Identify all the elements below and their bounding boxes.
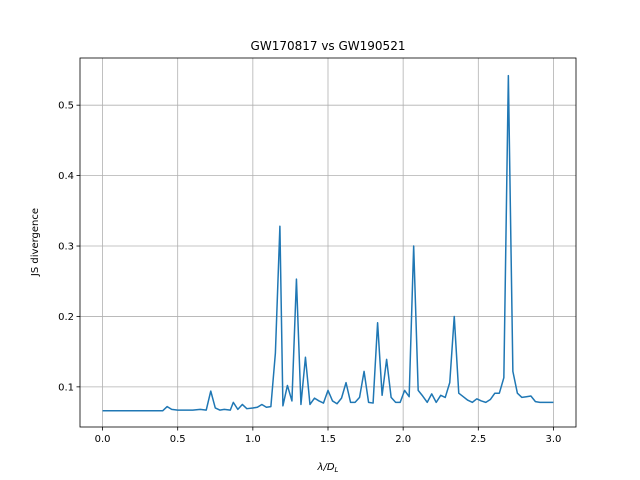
grid <box>80 58 576 427</box>
x-axis: 0.0 0.5 1.0 1.5 2.0 2.5 3.0 <box>95 427 562 445</box>
y-tick-label: 0.2 <box>58 312 74 323</box>
x-tick-label: 0.0 <box>95 434 111 445</box>
x-axis-label: λ/DL <box>317 462 339 474</box>
series-line <box>102 74 554 412</box>
x-tick-label: 1.5 <box>320 434 336 445</box>
x-tick-label: 2.5 <box>470 434 486 445</box>
x-tick-label: 3.0 <box>546 434 562 445</box>
plot-area <box>102 74 554 412</box>
x-tick-label: 2.0 <box>395 434 411 445</box>
y-tick-label: 0.5 <box>58 101 74 112</box>
y-tick-label: 0.4 <box>58 171 74 182</box>
y-tick-label: 0.3 <box>58 242 74 253</box>
x-tick-label: 1.0 <box>245 434 261 445</box>
x-tick-label: 0.5 <box>170 434 186 445</box>
y-axis: 0.1 0.2 0.3 0.4 0.5 <box>58 101 80 393</box>
chart-title: GW170817 vs GW190521 <box>251 39 406 53</box>
y-axis-label: JS divergence <box>30 208 41 277</box>
y-tick-label: 0.1 <box>58 382 74 393</box>
